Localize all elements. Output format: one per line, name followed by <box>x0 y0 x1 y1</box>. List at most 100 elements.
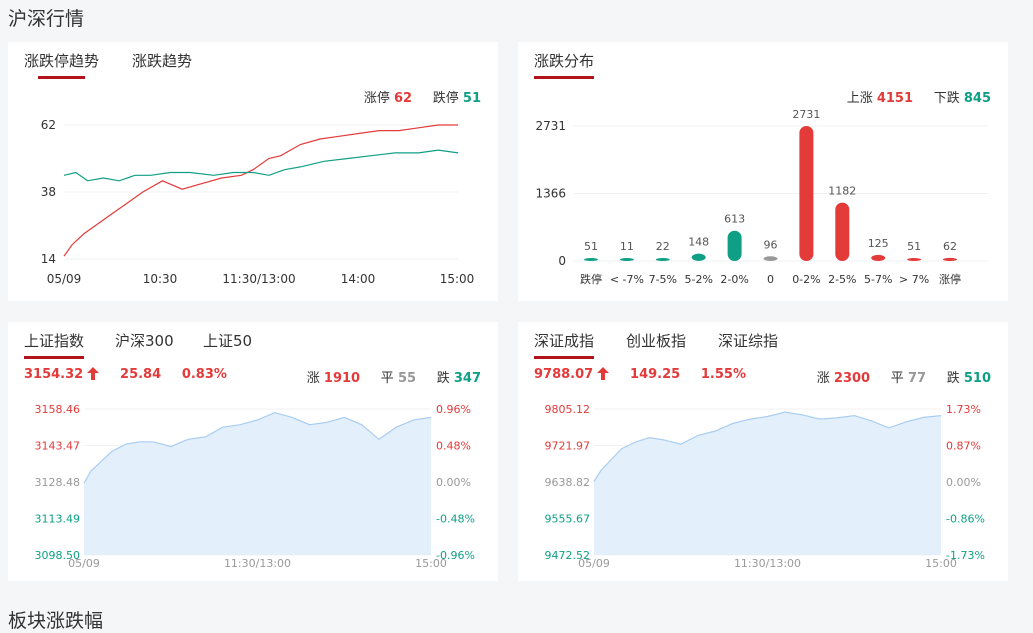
tab-csi300[interactable]: 沪深300 <box>115 332 174 350</box>
category-label: 7-5% <box>649 273 677 286</box>
category-label: 2-0% <box>720 273 748 286</box>
sh-flat-label: 平 <box>380 371 394 386</box>
sh-up-count: 1910 <box>323 371 361 386</box>
arrow-up-icon <box>597 367 610 384</box>
series-line-跌停 <box>63 149 459 182</box>
y-tick-label: 3143.47 <box>35 440 81 453</box>
pct-tick-label: 1.73% <box>946 403 981 416</box>
pct-tick-label: 0.48% <box>436 440 471 453</box>
sz-down-count: 510 <box>963 371 991 386</box>
sh-breadth: 涨 1910 平 55 跌 347 <box>307 367 481 386</box>
area-fill <box>594 412 941 555</box>
y-tick-label: 9555.67 <box>545 513 591 526</box>
bar-value-label: 11 <box>620 240 634 253</box>
bar-< -7% <box>619 258 634 261</box>
y-tick-label: 9805.12 <box>545 403 591 416</box>
y-tick-label: 3128.48 <box>35 476 81 489</box>
sh-up-label: 涨 <box>306 371 320 386</box>
sh-change: 25.84 <box>120 367 162 382</box>
bar-5-2% <box>691 253 706 261</box>
bar-value-label: 1182 <box>828 185 856 198</box>
y-tick-label: 3158.46 <box>35 403 81 416</box>
pct-tick-label: 0.00% <box>946 476 981 489</box>
fall-label: 下跌 <box>933 91 960 106</box>
category-label: < -7% <box>610 273 644 286</box>
bar-value-label: 2731 <box>792 108 820 121</box>
tab-sz-component[interactable]: 深证成指 <box>534 332 595 359</box>
x-tick-label: 05/09 <box>47 272 82 286</box>
sh-price: 3154.32 <box>24 367 84 382</box>
area-fill <box>84 412 431 555</box>
sector-change-title: 板块涨跌幅 <box>8 610 104 632</box>
sz-flat-label: 平 <box>890 371 904 386</box>
limit-up-label: 涨停 <box>363 91 390 106</box>
sh-down-count: 347 <box>453 371 481 386</box>
tab-sse50[interactable]: 上证50 <box>203 332 253 350</box>
arrow-up-icon <box>87 367 100 384</box>
category-label: 涨停 <box>939 272 961 286</box>
bar-0 <box>763 256 778 261</box>
sz-change-pct: 1.55% <box>700 367 746 382</box>
category-label: 5-2% <box>684 273 712 286</box>
bar-> 7% <box>907 258 922 261</box>
pct-tick-label: 0.00% <box>436 476 471 489</box>
category-label: 5-7% <box>864 273 892 286</box>
x-tick-label: 11:30/13:00 <box>222 272 295 286</box>
sh-flat-count: 55 <box>397 371 417 386</box>
sz-quote: 9788.07 149.25 1.55% <box>534 367 746 384</box>
index-line <box>83 411 432 484</box>
tab-chinext[interactable]: 创业板指 <box>626 332 687 350</box>
tab-sz-composite[interactable]: 深证综指 <box>718 332 779 350</box>
bar-value-label: 62 <box>943 240 957 253</box>
rise-value: 4151 <box>876 91 914 106</box>
y-tick-label: 9638.82 <box>545 476 591 489</box>
sz-flat-count: 77 <box>907 371 927 386</box>
bar-5-7% <box>871 254 886 261</box>
y-tick-label: 3098.50 <box>35 549 81 562</box>
limit-down-label: 跌停 <box>432 91 459 106</box>
y-tick-label: 1366 <box>535 187 566 201</box>
sh-index-card: 上证指数 沪深300 上证50 3154.32 25.84 0.83% 涨 19… <box>8 322 498 581</box>
limit-up-value: 62 <box>393 91 413 106</box>
category-label: > 7% <box>899 273 929 286</box>
tab-limit-trend[interactable]: 涨跌停趋势 <box>24 52 100 79</box>
sh-index-chart: 3158.46 0.96% 3143.47 0.48% 3128.48 0.00% 3113… <box>35 403 475 570</box>
x-tick-label: 15:00 <box>440 272 475 286</box>
pct-tick-label: -0.86% <box>946 513 985 526</box>
bar-value-label: 51 <box>907 240 921 253</box>
bar-value-label: 148 <box>688 236 709 249</box>
series-line-涨停 <box>63 124 458 257</box>
pct-tick-label: -0.96% <box>436 549 475 562</box>
pct-tick-label: -1.73% <box>946 549 985 562</box>
tab-distribution[interactable]: 涨跌分布 <box>534 52 595 79</box>
tab-sh-composite[interactable]: 上证指数 <box>24 332 85 359</box>
sz-up-label: 涨 <box>816 371 830 386</box>
category-label: 0-2% <box>792 273 820 286</box>
sh-down-label: 跌 <box>436 371 450 386</box>
x-tick-label: 14:00 <box>341 272 376 286</box>
x-tick-label: 15:00 <box>925 557 957 570</box>
category-label: 2-5% <box>828 273 856 286</box>
fall-value: 845 <box>963 91 991 106</box>
bar-value-label: 51 <box>584 240 598 253</box>
sz-up-count: 2300 <box>833 371 871 386</box>
tab-rise-fall-trend[interactable]: 涨跌趋势 <box>132 52 193 70</box>
bar-value-label: 613 <box>724 213 745 226</box>
limit-stats: 涨停 62 跌停 51 <box>364 87 481 106</box>
bar-涨停 <box>943 257 957 261</box>
pct-tick-label: 0.87% <box>946 440 981 453</box>
bar-value-label: 96 <box>764 238 778 251</box>
x-tick-label: 05/09 <box>578 557 610 570</box>
bar-跌停 <box>584 258 598 261</box>
sz-index-chart: 9805.12 1.73% 9721.97 0.87% 9638.82 0.00% 9555… <box>545 403 985 570</box>
category-label: 0 <box>767 273 774 286</box>
sz-breadth: 涨 2300 平 77 跌 510 <box>817 367 991 386</box>
bar-value-label: 125 <box>868 237 889 250</box>
bar-2-0% <box>727 230 742 261</box>
sz-price: 9788.07 <box>534 367 594 382</box>
limit-down-value: 51 <box>462 91 481 106</box>
sz-index-card: 深证成指 创业板指 深证综指 9788.07 149.25 1.55% 涨 23… <box>518 322 1008 581</box>
x-tick-label: 10:30 <box>143 272 178 286</box>
y-tick-label: 62 <box>41 118 56 132</box>
y-tick-label: 38 <box>41 185 56 199</box>
